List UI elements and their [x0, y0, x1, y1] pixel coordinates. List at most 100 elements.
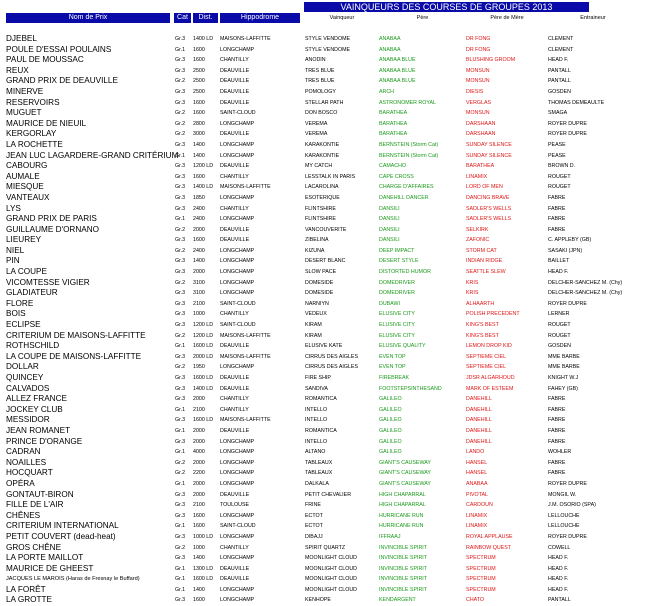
table-row: GRAND PRIX DE DEAUVILLE Gr.2 2500 DEAUVILLE… [0, 76, 650, 87]
sire: GIANT'S CAUSEWAY [379, 470, 431, 477]
distance: 1600 LD [193, 375, 214, 381]
page-title: VAINQUEURS DES COURSES DE GROUPES 2013 [304, 2, 589, 12]
category: Gr.2 [175, 279, 186, 286]
category: Gr.3 [175, 491, 186, 498]
trainer: ROUGET [548, 332, 571, 339]
trainer: BROWN D. [548, 163, 576, 170]
winner: ELUSIVE KATE [305, 343, 343, 350]
category: Gr.3 [175, 597, 186, 604]
race-name: REUX [6, 65, 29, 75]
sire: CAMACHO [379, 163, 407, 170]
distance: 1600 LD [193, 417, 214, 424]
distance: 3100 [193, 290, 205, 297]
racecourse: DEAUVILLE [220, 67, 250, 74]
trainer: COWELL [548, 544, 571, 551]
racecourse: LONGCHAMP [220, 46, 255, 53]
category: Gr.3 [175, 141, 186, 148]
category: Gr.3 [175, 258, 186, 265]
race-name: ROTHSCHILD [6, 341, 60, 351]
distance: 1600 [193, 523, 205, 530]
category: Gr.2 [175, 131, 186, 138]
sire: DESERT STYLE [379, 258, 419, 265]
race-name: PETIT COUVERT (dead-heat) [6, 531, 116, 541]
racecourse: DEAUVILLE [220, 576, 250, 583]
distance: 2500 [193, 88, 205, 95]
race-name: ECLIPSE [6, 320, 41, 330]
table-row: PIN Gr.3 1400 LONGCHAMP DESERT BLANC DESERT S… [0, 256, 650, 267]
dam-sire: SEPTIEME CIEL [466, 364, 507, 371]
sire: GIANT'S CAUSEWAY [379, 480, 431, 487]
racecourse: DEAUVILLE [220, 78, 250, 85]
distance: 1600 [193, 173, 205, 180]
sire: KENDARGENT [379, 597, 416, 604]
racecourse: LONGCHAMP [220, 512, 255, 519]
table-row: MAURICE DE GHEEST Gr.1 1300 LD DEAUVILLE MOO… [0, 564, 650, 575]
category: Gr.2 [175, 110, 186, 117]
category: Gr.3 [175, 512, 186, 519]
race-name: GLADIATEUR [6, 288, 58, 298]
race-name: JACQUES LE MAROIS (Haras de Fresnay le B… [6, 576, 140, 583]
trainer: ROYER DUPRE [548, 120, 587, 127]
winner: ESOTERIQUE [305, 194, 340, 201]
dam-sire: BARATHEA [466, 163, 495, 170]
table-row: LA COUPE DE MAISONS-LAFFITTE Gr.3 2000 LD M… [0, 352, 650, 363]
racecourse: DEAUVILLE [220, 163, 250, 170]
sire: GALILEO [379, 438, 402, 445]
table-row: LIEUREY Gr.3 1600 DEAUVILLE ZIBELINA DANSILI Z… [0, 235, 650, 246]
trainer: ROYER DUPRE [548, 131, 587, 138]
winner: NARNIYN [305, 300, 329, 307]
dam-sire: ZAFONIC [466, 237, 490, 244]
sire: HIGH CHAPARRAL [379, 502, 426, 509]
race-name: GROS CHÊNE [6, 542, 62, 552]
trainer: HEAD F. [548, 565, 569, 572]
distance: 2100 [193, 300, 205, 307]
winner: FIRE SHIP [305, 375, 331, 381]
racecourse: DEAUVILLE [220, 565, 250, 572]
dam-sire: SEATTLE SLEW [466, 269, 506, 276]
dam-sire: DARSHAAN [466, 131, 496, 138]
racecourse: MAISONS-LAFFITTE [220, 353, 271, 360]
racecourse: LONGCHAMP [220, 194, 255, 201]
race-name: LA COUPE [6, 267, 47, 277]
winner: KENHOPE [305, 597, 331, 604]
race-name: HOCQUART [6, 468, 53, 478]
header-entraineur: Entraineur [580, 15, 606, 21]
trainer: MME BARBE [548, 353, 580, 360]
category: Gr.3 [175, 300, 186, 307]
race-name: POULE D'ESSAI POULAINS [6, 44, 112, 54]
winner: DOMESIDE [305, 290, 334, 297]
dam-sire: DARSHAAN [466, 120, 496, 127]
dam-sire: SPECTRUM [466, 576, 496, 583]
trainer: FAHEY (GB) [548, 385, 578, 392]
results-table: DJEBEL Gr.3 1400 LD MAISONS-LAFFITTE STYLE V… [0, 34, 650, 606]
winner: KIRAM [305, 322, 322, 329]
distance: 1200 LD [193, 332, 214, 339]
table-row: VANTEAUX Gr.3 1850 LONGCHAMP ESOTERIQUE DANEH… [0, 193, 650, 204]
distance: 2000 [193, 438, 205, 445]
category: Gr.2 [175, 78, 186, 85]
dam-sire: BLUSHING GROOM [466, 57, 516, 64]
category: Gr.3 [175, 375, 186, 381]
racecourse: CHANTILLY [220, 311, 249, 318]
winner: KIRAM [305, 332, 322, 339]
sire: ASTRONOMER ROYAL [379, 99, 436, 106]
winner: TRES BLUE [305, 67, 335, 74]
race-name: MAURICE DE NIEUIL [6, 118, 87, 128]
distance: 1600 [193, 512, 205, 519]
race-name: DOLLAR [6, 362, 39, 372]
racecourse: LONGCHAMP [220, 533, 255, 540]
distance: 2000 [193, 491, 205, 498]
distance: 1600 [193, 597, 205, 604]
distance: 2000 [193, 459, 205, 466]
category: Gr.3 [175, 205, 186, 212]
distance: 2000 [193, 226, 205, 233]
category: Gr.2 [175, 364, 186, 371]
distance: 2500 [193, 78, 205, 85]
table-row: DOLLAR Gr.2 1950 LONGCHAMP CIRRUS DES AIGLES… [0, 362, 650, 373]
winner: ZIBELINA [305, 237, 329, 244]
winner: SANDIVA [305, 385, 328, 392]
category: Gr.3 [175, 163, 186, 170]
dam-sire: SPECTRUM [466, 565, 496, 572]
winner: LACAROLINA [305, 184, 339, 191]
trainer: LELLOUCHE [548, 512, 580, 519]
